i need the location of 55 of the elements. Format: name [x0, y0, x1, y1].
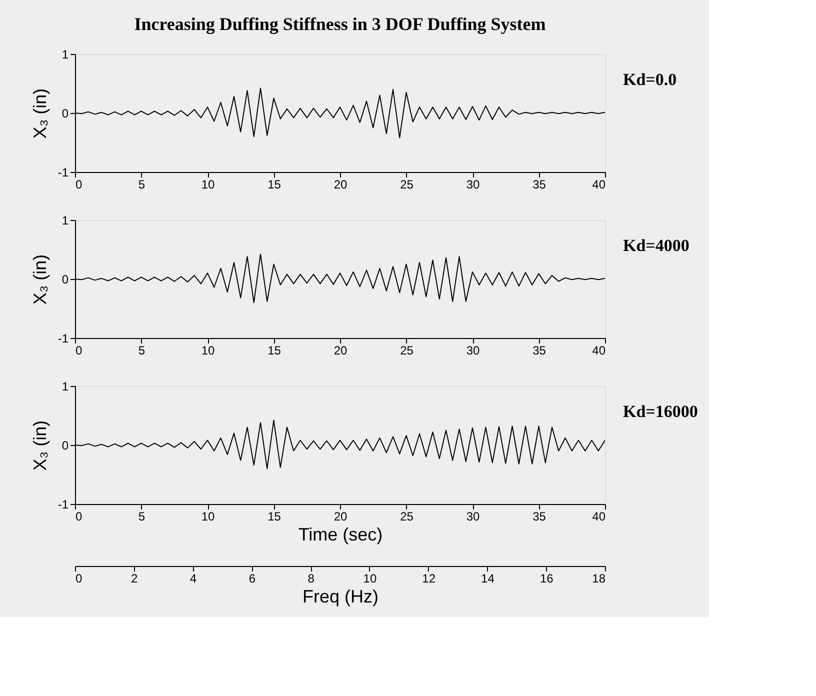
y-tick-label: -1	[58, 166, 69, 180]
x-tick-label: 0	[76, 178, 82, 192]
x-tick-label: 30	[466, 510, 480, 524]
x-tick-label: 25	[400, 178, 414, 192]
x2-tick-label: 8	[308, 572, 315, 586]
x-tick-label: 10	[201, 178, 215, 192]
x-tick-label: 40	[592, 344, 606, 358]
x-tick-label: 20	[334, 178, 348, 192]
x-tick-label: 25	[400, 510, 414, 524]
y-tick-label: 0	[62, 106, 69, 120]
x2-tick-label: 14	[481, 572, 495, 586]
x2-tick-label: 6	[248, 572, 256, 586]
x2-axis-title: Freq (Hz)	[302, 586, 378, 606]
series-label: Kd=0.0	[623, 70, 677, 89]
x2-tick-label: 4	[190, 572, 197, 586]
y-tick-label: 1	[62, 380, 69, 394]
x-tick-label: 20	[334, 344, 348, 358]
x2-tick-label: 10	[363, 572, 377, 586]
x-tick-label: 15	[268, 344, 282, 358]
y-tick-label: -1	[58, 332, 69, 346]
x2-tick-label: 2	[131, 572, 138, 586]
y-axis-title: X₃ (in)	[30, 88, 50, 139]
x-tick-label: 0	[76, 510, 82, 524]
x-tick-label: 10	[201, 510, 215, 524]
x2-tick-label: 18	[592, 572, 606, 586]
x-tick-label: 35	[532, 510, 546, 524]
series-label: Kd=4000	[623, 236, 690, 255]
x-tick-label: 20	[334, 510, 348, 524]
chart-title: Increasing Duffing Stiffness in 3 DOF Duffing System	[134, 14, 546, 34]
x2-tick-label: 0	[76, 572, 82, 586]
x-axis-title: Time (sec)	[298, 524, 383, 544]
y-axis-title: X₃ (in)	[30, 254, 50, 305]
x-tick-label: 40	[592, 178, 606, 192]
y-tick-label: 0	[62, 272, 69, 286]
x-tick-label: 5	[138, 510, 146, 524]
y-tick-label: 0	[62, 438, 69, 452]
x-tick-label: 15	[268, 178, 282, 192]
x-tick-label: 25	[400, 344, 414, 358]
x-tick-label: 30	[466, 344, 480, 358]
y-tick-label: -1	[58, 498, 69, 512]
series-label: Kd=16000	[623, 402, 698, 421]
x-tick-label: 5	[138, 178, 146, 192]
x-tick-label: 5	[138, 344, 146, 358]
x2-tick-label: 16	[540, 572, 554, 586]
x-tick-label: 15	[268, 510, 282, 524]
x-tick-label: 40	[592, 510, 606, 524]
x-tick-label: 30	[466, 178, 480, 192]
x-tick-label: 0	[76, 344, 82, 358]
y-tick-label: 1	[62, 214, 69, 228]
y-axis-title: X₃ (in)	[30, 420, 50, 471]
x-tick-label: 10	[201, 344, 215, 358]
x2-tick-label: 12	[422, 572, 436, 586]
y-tick-label: 1	[62, 48, 69, 62]
x-tick-label: 35	[532, 344, 546, 358]
x-tick-label: 35	[532, 178, 546, 192]
